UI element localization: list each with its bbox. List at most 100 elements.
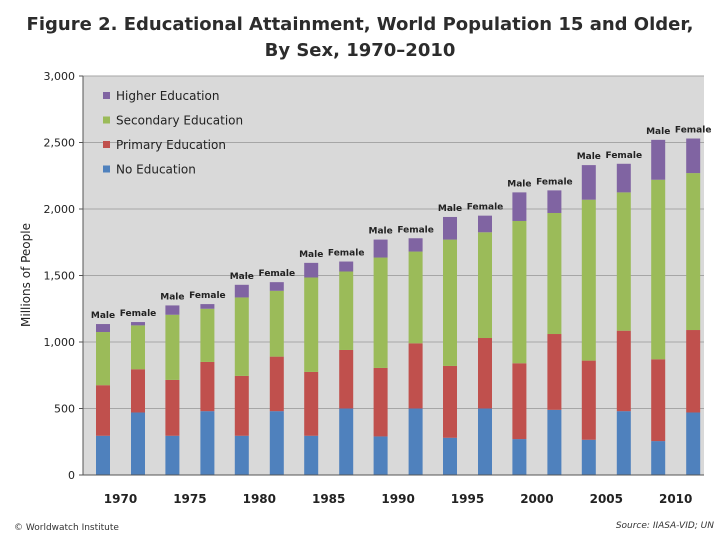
bar-segment-primary-education (686, 330, 701, 413)
bar-segment-no-education (581, 439, 596, 475)
legend-label: Higher Education (116, 89, 219, 103)
y-tick-label: 1,500 (44, 270, 76, 283)
bar-segment-secondary-education (200, 308, 215, 362)
bar-segment-higher-education (547, 190, 562, 213)
credit-text: © Worldwatch Institute (14, 523, 119, 533)
bar-segment-no-education (547, 409, 562, 475)
bar-segment-secondary-education (547, 212, 562, 335)
bar-segment-higher-education (478, 215, 492, 233)
bar-segment-higher-education (651, 139, 666, 180)
y-axis: 0 500 1,000 1,500 2,000 2,500 3,000 (44, 70, 84, 482)
x-axis: 1970 1975 1980 1985 1990 1995 2000 2005 2010 (83, 474, 704, 506)
source-text: Source: IIASA-VID; UN (615, 521, 714, 531)
y-tick-label: 3,000 (44, 70, 76, 83)
sex-label: Male (160, 292, 184, 302)
bar-segment-higher-education (616, 163, 631, 193)
sex-label: Female (259, 269, 296, 279)
bar-segment-secondary-education (686, 173, 701, 331)
bar-segment-secondary-education (512, 220, 527, 364)
bar-segment-secondary-education (443, 239, 457, 366)
bar-segment-primary-education (581, 360, 596, 440)
bar-segment-primary-education (200, 361, 215, 412)
bar-segment-higher-education (581, 165, 596, 200)
bar-segment-higher-education (200, 304, 215, 309)
bar-segment-higher-education (96, 324, 110, 333)
bar-segment-no-education (616, 411, 631, 475)
bar-segment-no-education (373, 436, 388, 475)
bar-segment-primary-education (443, 365, 457, 438)
legend-label: No Education (116, 163, 196, 177)
x-tick-label: 1995 (451, 492, 484, 506)
bar-segment-secondary-education (581, 199, 596, 361)
bar-segment-higher-education (339, 261, 354, 272)
x-tick-label: 1970 (104, 492, 137, 506)
y-tick-label: 0 (68, 469, 75, 482)
bar-segment-no-education (131, 412, 145, 475)
sex-label: Female (120, 309, 157, 319)
legend-label: Primary Education (116, 138, 226, 152)
sex-label: Male (299, 250, 323, 260)
x-tick-label: 1975 (173, 492, 206, 506)
bar-segment-secondary-education (373, 257, 388, 368)
y-tick-label: 2,000 (44, 203, 76, 216)
bar-segment-secondary-education (408, 251, 423, 344)
bar-segment-secondary-education (651, 179, 666, 360)
x-tick-label: 2005 (590, 492, 623, 506)
bar-segment-no-education (478, 408, 492, 475)
bar-segment-primary-education (651, 359, 666, 442)
bar-segment-no-education (96, 435, 110, 475)
sex-label: Female (328, 249, 365, 259)
legend-label: Secondary Education (116, 114, 243, 128)
sex-label: Male (368, 227, 392, 237)
x-tick-label: 2010 (659, 492, 692, 506)
chart-subtitle: By Sex, 1970–2010 (264, 40, 456, 61)
bar-segment-secondary-education (616, 192, 631, 331)
bar-segment-primary-education (339, 349, 354, 409)
x-tick-label: 1985 (312, 492, 345, 506)
y-tick-label: 2,500 (44, 137, 76, 150)
bar-segment-higher-education (234, 284, 249, 298)
bar-segment-no-education (686, 412, 701, 475)
legend-swatch (103, 92, 110, 99)
bar-segment-primary-education (269, 356, 284, 412)
bar-segment-higher-education (443, 216, 457, 240)
sex-label: Female (397, 225, 434, 235)
y-tick-label: 500 (54, 403, 75, 416)
sex-label: Male (438, 204, 462, 214)
sex-label: Male (91, 311, 115, 321)
bar-segment-primary-education (478, 338, 492, 409)
bar-segment-secondary-education (234, 297, 249, 376)
sex-label: Female (189, 291, 226, 301)
bar-segment-no-education (443, 437, 457, 475)
bars (96, 138, 701, 475)
bar-segment-no-education (339, 408, 354, 475)
bar-segment-secondary-education (96, 332, 110, 386)
bar-segment-primary-education (512, 363, 527, 440)
chart-title: Figure 2. Educational Attainment, World … (0, 12, 720, 64)
x-tick-label: 1990 (381, 492, 414, 506)
bar-segment-higher-education (686, 138, 701, 174)
bar-segment-secondary-education (165, 314, 180, 380)
chart-title-line1: Figure 2. Educational Attainment, World … (26, 14, 694, 35)
bar-segment-secondary-education (131, 325, 145, 370)
bar-segment-no-education (269, 411, 284, 475)
legend-swatch (103, 141, 110, 148)
sex-label: Male (577, 152, 601, 162)
sex-label: Female (467, 203, 504, 213)
bar-segment-secondary-education (269, 290, 284, 357)
sex-label: Female (675, 126, 712, 136)
bar-segment-primary-education (165, 379, 180, 436)
sex-label: Male (646, 127, 670, 137)
bar-segment-higher-education (165, 305, 180, 315)
bar-segment-higher-education (408, 238, 423, 252)
bar-segment-no-education (408, 408, 423, 475)
legend: Higher Education Secondary Education Prima… (103, 89, 243, 177)
bar-segment-no-education (651, 441, 666, 475)
bar-segment-higher-education (269, 282, 284, 291)
sex-label: Male (507, 179, 531, 189)
bar-segment-primary-education (96, 385, 110, 436)
x-tick-label: 1980 (243, 492, 276, 506)
bar-segment-primary-education (547, 334, 562, 410)
